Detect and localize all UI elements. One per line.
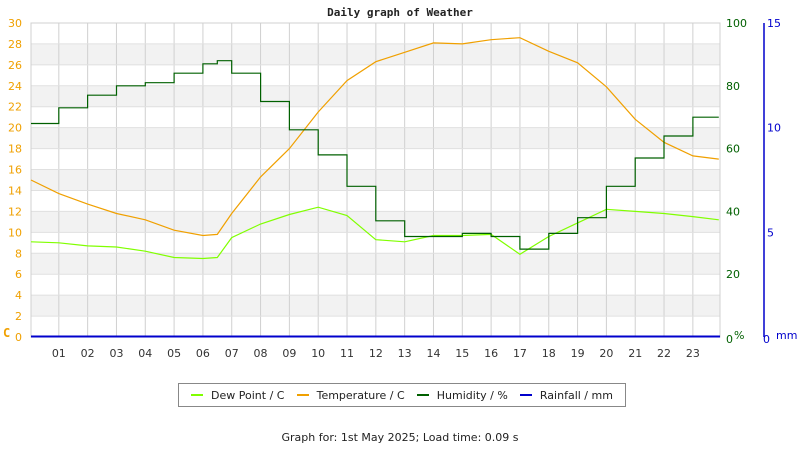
rainfall-axis-ticks: 0 5 10 15: [763, 17, 781, 346]
legend-item-rainfall[interactable]: Rainfall / mm: [519, 388, 613, 402]
temperature-line: [30, 37, 719, 237]
legend-item-humidity[interactable]: Humidity / %: [416, 388, 508, 402]
svg-text:23: 23: [686, 347, 700, 360]
temperature-swatch-icon: [296, 394, 309, 396]
svg-text:18: 18: [8, 143, 22, 156]
humidity-line: [31, 60, 719, 250]
svg-text:22: 22: [657, 347, 671, 360]
legend-label: Dew Point / C: [211, 388, 285, 402]
svg-text:16: 16: [8, 164, 22, 177]
svg-text:08: 08: [254, 347, 268, 360]
left-axis-unit: C: [3, 326, 10, 340]
series-lines: [30, 37, 720, 338]
svg-text:0: 0: [15, 331, 22, 344]
svg-text:10: 10: [8, 226, 22, 239]
legend-label: Humidity / %: [436, 388, 508, 402]
svg-text:17: 17: [513, 347, 527, 360]
svg-text:100: 100: [726, 17, 747, 30]
svg-text:20: 20: [726, 268, 740, 281]
dew-line: [30, 206, 719, 260]
svg-text:24: 24: [8, 80, 22, 93]
svg-text:40: 40: [726, 205, 740, 218]
svg-text:12: 12: [8, 205, 22, 218]
svg-text:13: 13: [398, 347, 412, 360]
svg-text:02: 02: [81, 347, 95, 360]
humidity-axis-ticks: 0 20 40 60 80 100: [726, 17, 747, 346]
svg-text:20: 20: [8, 122, 22, 135]
svg-text:21: 21: [628, 347, 642, 360]
svg-text:14: 14: [426, 347, 440, 360]
svg-text:22: 22: [8, 101, 22, 114]
svg-text:05: 05: [167, 347, 181, 360]
svg-text:06: 06: [196, 347, 210, 360]
svg-text:10: 10: [767, 122, 781, 135]
svg-text:10: 10: [311, 347, 325, 360]
svg-text:5: 5: [767, 226, 774, 239]
legend-item-dewpoint[interactable]: Dew Point / C: [191, 389, 284, 402]
svg-text:19: 19: [571, 347, 585, 360]
svg-text:16: 16: [484, 347, 498, 360]
svg-text:60: 60: [726, 143, 740, 156]
svg-text:0: 0: [726, 333, 733, 346]
dewpoint-swatch-icon: [191, 394, 204, 396]
legend-item-temperature[interactable]: Temperature / C: [296, 388, 405, 402]
humidity-swatch-icon: [416, 394, 429, 396]
svg-text:20: 20: [599, 347, 613, 360]
svg-text:26: 26: [8, 59, 22, 72]
svg-text:15: 15: [455, 347, 469, 360]
chart-legend: Dew Point / C Temperature / C Humidity /…: [178, 383, 626, 407]
svg-text:2: 2: [15, 310, 22, 323]
svg-text:18: 18: [542, 347, 556, 360]
svg-text:04: 04: [138, 347, 152, 360]
svg-text:14: 14: [8, 184, 22, 197]
chart-title: Daily graph of Weather: [327, 6, 473, 19]
svg-text:12: 12: [369, 347, 383, 360]
svg-text:01: 01: [52, 347, 66, 360]
svg-text:6: 6: [15, 268, 22, 281]
x-axis-ticks: 01 02 03 04 05 06 07 08 09 10 11 12 13 14 15 16 17 18 19 20…: [52, 347, 700, 360]
legend-label: Temperature / C: [316, 388, 405, 402]
legend-label: Rainfall / mm: [539, 388, 613, 402]
svg-text:0: 0: [763, 333, 770, 346]
rainfall-axis-unit: mm: [776, 329, 797, 342]
svg-text:15: 15: [767, 17, 781, 30]
svg-text:8: 8: [15, 247, 22, 260]
humidity-axis-unit: %: [734, 329, 744, 342]
rainfall-swatch-icon: [519, 394, 532, 396]
svg-text:11: 11: [340, 347, 354, 360]
svg-text:4: 4: [15, 289, 22, 302]
svg-text:80: 80: [726, 80, 740, 93]
svg-text:09: 09: [282, 347, 296, 360]
svg-text:07: 07: [225, 347, 239, 360]
graph-footer: Graph for: 1st May 2025; Load time: 0.09…: [281, 431, 519, 444]
svg-text:28: 28: [8, 38, 22, 51]
svg-text:30: 30: [8, 17, 22, 30]
svg-text:03: 03: [109, 347, 123, 360]
